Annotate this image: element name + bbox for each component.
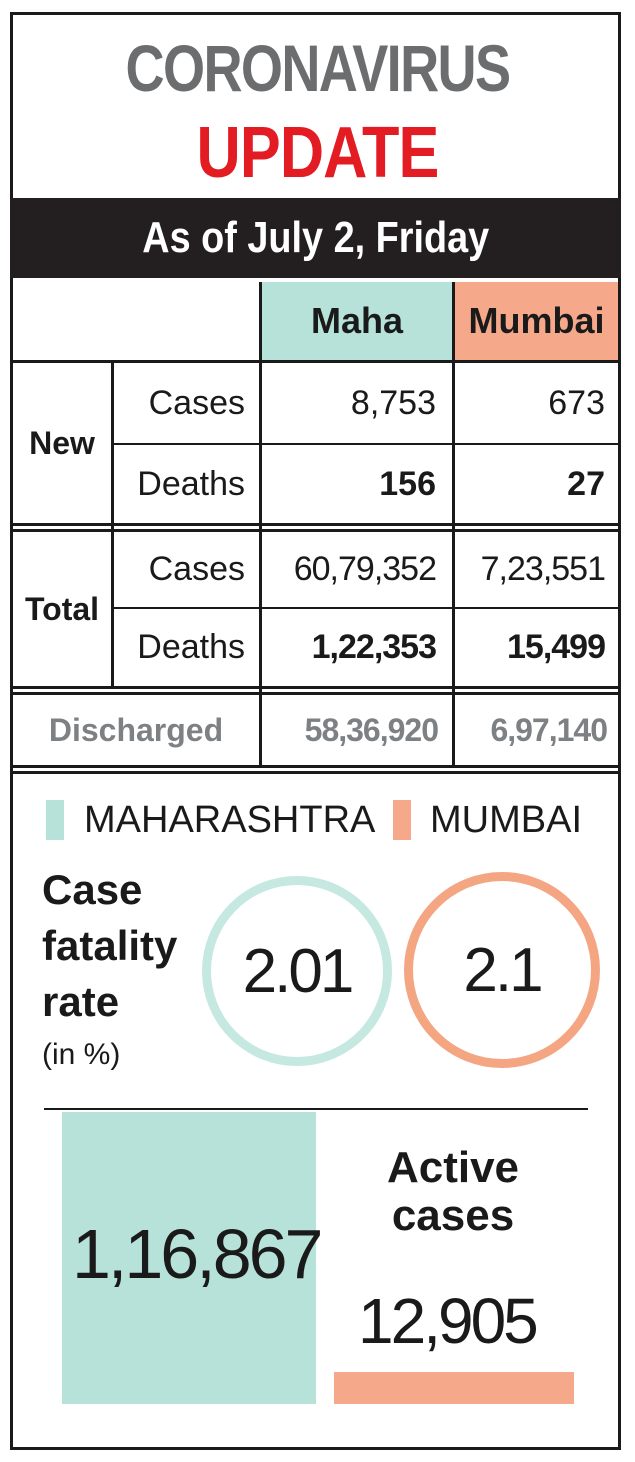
value-text: 1,22,353 [311, 628, 437, 666]
sublabel-text: Deaths [137, 464, 245, 503]
grid-line [452, 282, 455, 768]
active-label-line: Active [386, 1143, 520, 1192]
active-bar-mumbai [334, 1372, 574, 1404]
header-maha-label: Maha [310, 300, 404, 341]
row-label-total: Total [13, 532, 111, 687]
row-label-total-text: Total [24, 591, 100, 627]
active-block-maharashtra [62, 1112, 316, 1404]
sublabel-deaths: Deaths [114, 609, 259, 686]
active-label: Active cases [378, 1144, 528, 1240]
cfr-circle-maharashtra: 2.01 [202, 876, 392, 1066]
value-text: 15,499 [507, 628, 606, 666]
value-text: 673 [548, 383, 605, 422]
value-text: 156 [379, 464, 436, 503]
header-maha: Maha [262, 282, 452, 360]
row-label-new: New [13, 363, 111, 524]
title-line-2: UPDATE [196, 113, 440, 193]
grid-line [10, 360, 621, 363]
section-divider [44, 1108, 588, 1110]
date-text: As of July 2, Friday [142, 213, 489, 262]
grid-line [10, 765, 621, 768]
cfr-circle-mumbai: 2.1 [404, 872, 600, 1068]
value-text: 58,36,920 [304, 711, 439, 748]
title-line-1: CORONAVIRUS [125, 31, 512, 105]
cfr-label-line: Case [42, 866, 143, 913]
legend-label-maharashtra: MAHARASHTRA [84, 799, 376, 841]
cfr-label-line: rate [42, 978, 120, 1025]
value-text: 7,23,551 [480, 550, 606, 588]
legend-label-mumbai: MUMBAI [430, 799, 582, 841]
legend-swatch-mumbai [393, 800, 411, 840]
value-total-cases-maha: 60,79,352 [262, 532, 452, 607]
discharged-mumbai: 6,97,140 [455, 695, 621, 765]
grid-line [259, 282, 262, 768]
value-new-cases-mumbai: 673 [455, 363, 621, 443]
discharged-maha: 58,36,920 [262, 695, 452, 765]
discharged-label: Discharged [13, 695, 259, 765]
sublabel-text: Deaths [137, 628, 245, 666]
grid-line [111, 362, 114, 686]
date-banner: As of July 2, Friday [10, 198, 621, 278]
discharged-label-text: Discharged [48, 711, 224, 748]
row-label-new-text: New [29, 425, 95, 461]
grid-line [10, 692, 621, 695]
header-mumbai-label: Mumbai [468, 300, 605, 341]
sublabel-cases: Cases [114, 532, 259, 607]
sublabel-text: Cases [148, 550, 245, 588]
active-value-mumbai: 12,905 [358, 1285, 539, 1357]
grid-line [10, 529, 621, 532]
value-total-cases-mumbai: 7,23,551 [455, 532, 621, 607]
grid-line [113, 443, 621, 445]
value-text: 6,97,140 [490, 711, 608, 748]
value-text: 60,79,352 [293, 550, 437, 588]
value-total-deaths-mumbai: 15,499 [455, 609, 621, 686]
grid-line [10, 686, 621, 689]
grid-line [113, 607, 621, 609]
sublabel-cases: Cases [114, 363, 259, 443]
grid-line [10, 523, 621, 526]
grid-line [10, 771, 621, 774]
cfr-value-maharashtra: 2.01 [242, 936, 355, 1006]
cfr-value-mumbai: 2.1 [463, 935, 543, 1005]
sublabel-text: Cases [148, 383, 245, 422]
header-mumbai: Mumbai [455, 282, 618, 360]
value-new-deaths-maha: 156 [262, 445, 452, 523]
cfr-label: Case fatality rate [42, 862, 177, 1030]
value-text: 27 [567, 464, 605, 503]
legend-swatch-maharashtra [46, 800, 64, 840]
value-text: 8,753 [350, 383, 436, 422]
active-label-line: cases [391, 1191, 515, 1240]
value-new-deaths-mumbai: 27 [455, 445, 621, 523]
sublabel-deaths: Deaths [114, 445, 259, 523]
value-new-cases-maha: 8,753 [262, 363, 452, 443]
cfr-label-line: fatality [42, 922, 178, 969]
value-total-deaths-maha: 1,22,353 [262, 609, 452, 686]
active-value-maharashtra: 1,16,867 [72, 1215, 323, 1293]
cfr-unit: (in %) [42, 1038, 121, 1071]
